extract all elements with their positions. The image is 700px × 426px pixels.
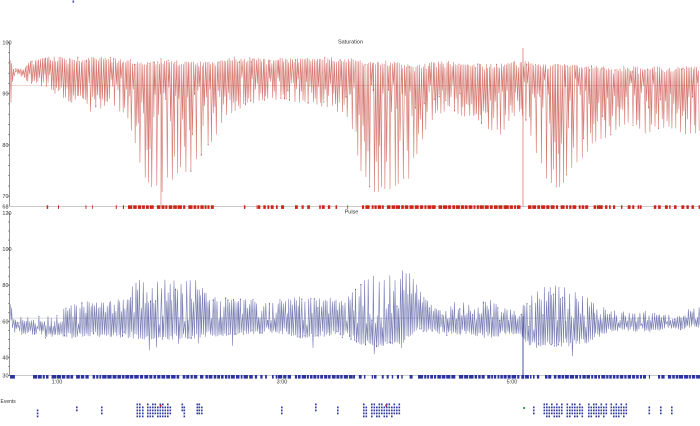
svg-text:80: 80 (2, 283, 8, 289)
svg-text:70: 70 (2, 194, 8, 200)
svg-text:60: 60 (2, 319, 8, 325)
svg-text:68: 68 (2, 204, 8, 210)
svg-text:Events: Events (1, 399, 17, 405)
svg-text:Saturation: Saturation (338, 39, 363, 45)
svg-text:Pulse: Pulse (345, 209, 359, 215)
svg-text:40: 40 (2, 356, 8, 362)
svg-text:80: 80 (2, 143, 8, 149)
svg-text:1:00: 1:00 (52, 380, 63, 386)
svg-text:30: 30 (2, 373, 8, 379)
svg-text:5:00: 5:00 (507, 380, 518, 386)
svg-text:3:00: 3:00 (277, 380, 288, 386)
svg-text:90: 90 (2, 92, 8, 98)
svg-text:100: 100 (2, 40, 11, 46)
svg-text:100: 100 (2, 247, 11, 253)
svg-text:120: 120 (2, 211, 11, 217)
